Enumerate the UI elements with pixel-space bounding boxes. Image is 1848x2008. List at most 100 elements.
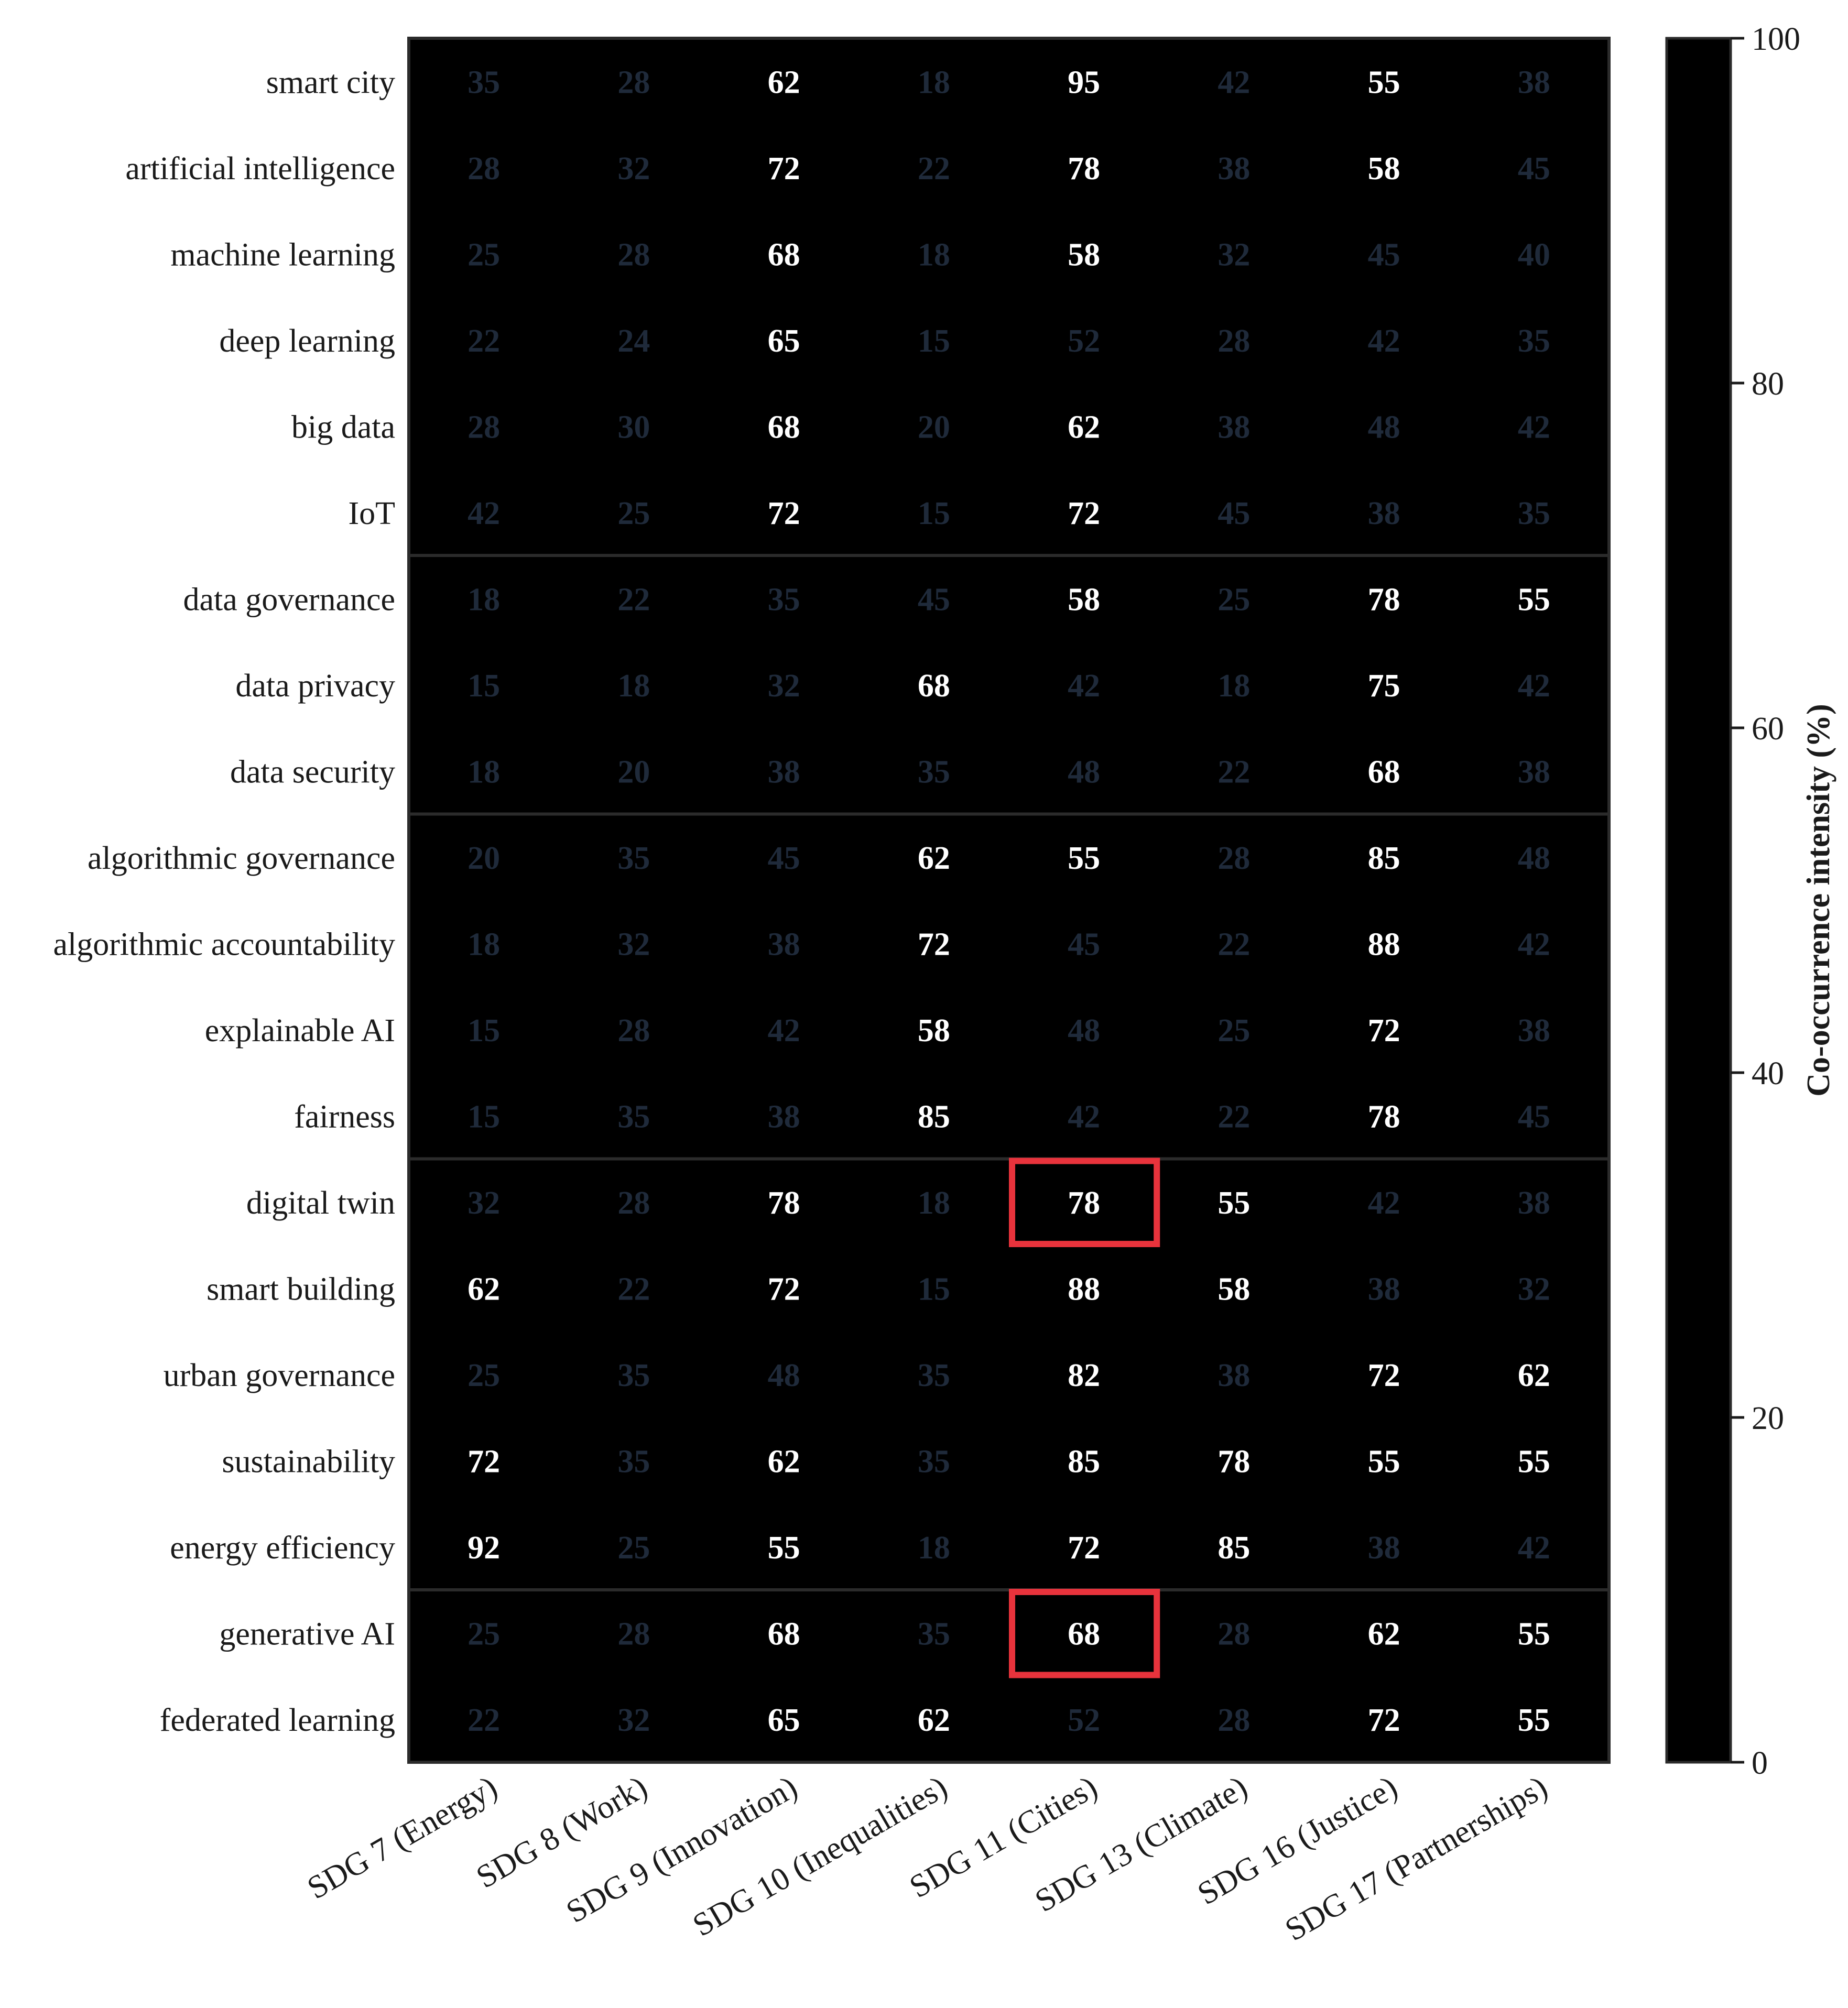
cell-value-label: 25: [468, 237, 500, 272]
heatmap-cell: [1009, 297, 1159, 384]
heatmap-cell: [409, 1245, 559, 1332]
cell-value-label: 62: [1368, 1616, 1400, 1652]
cell-value-label: 38: [768, 754, 800, 790]
cell-value-label: 25: [1217, 582, 1250, 617]
cell-value-label: 55: [768, 1530, 800, 1566]
y-tick-label: deep learning: [219, 323, 395, 359]
cell-value-label: 62: [768, 64, 800, 100]
cell-value-label: 32: [617, 1703, 650, 1738]
heatmap-cell: [1459, 1331, 1610, 1418]
cell-value-label: 42: [1368, 323, 1400, 359]
cell-value-label: 58: [1217, 1271, 1250, 1307]
cell-value-label: 85: [918, 1099, 950, 1134]
heatmap-cell: [858, 124, 1009, 211]
cell-value-label: 20: [918, 409, 950, 445]
cell-value-label: 28: [1217, 323, 1250, 359]
cell-value-label: 68: [1068, 1616, 1100, 1652]
heatmap-cell: [1159, 38, 1310, 125]
cell-value-label: 28: [1217, 1703, 1250, 1738]
heatmap-cell: [1009, 986, 1159, 1073]
cell-value-label: 55: [1368, 1444, 1400, 1479]
heatmap-cell: [858, 1245, 1009, 1332]
heatmap-cell: [1009, 1245, 1159, 1332]
cell-value-label: 85: [1068, 1444, 1100, 1479]
cell-value-label: 58: [1068, 582, 1100, 617]
cell-value-label: 72: [1368, 1703, 1400, 1738]
heatmap-cell: [409, 1417, 559, 1504]
heatmap-cell: [1159, 1417, 1310, 1504]
heatmap-cell: [559, 1159, 710, 1246]
cell-value-label: 30: [617, 409, 650, 445]
cell-value-label: 62: [1518, 1358, 1550, 1393]
cell-value-label: 38: [1217, 1358, 1250, 1393]
y-tick-label: explainable AI: [205, 1013, 395, 1049]
cell-value-label: 35: [617, 1099, 650, 1134]
heatmap-cell: [559, 900, 710, 987]
colorbar-tick-label: 100: [1752, 21, 1800, 57]
highlight-box: [1009, 1158, 1160, 1247]
cell-value-label: 18: [617, 668, 650, 704]
cell-value-label: 35: [918, 1616, 950, 1652]
heatmap-cell: [1459, 211, 1610, 298]
cell-value-label: 32: [617, 151, 650, 187]
cell-value-label: 40: [1518, 237, 1550, 272]
heatmap-cell: [1159, 124, 1310, 211]
cell-value-label: 15: [918, 496, 950, 531]
heatmap-cell: [709, 641, 860, 728]
heatmap-cell: [709, 383, 860, 470]
cell-value-label: 78: [1068, 151, 1100, 187]
heatmap-cell: [409, 297, 559, 384]
cell-value-label: 42: [1217, 64, 1250, 100]
cell-value-label: 78: [1217, 1444, 1250, 1479]
y-tick-label: sustainability: [222, 1444, 395, 1479]
cell-value-label: 25: [617, 1530, 650, 1566]
cell-value-label: 72: [1368, 1013, 1400, 1049]
heatmap-cell: [1309, 1590, 1460, 1677]
heatmap-cell: [709, 469, 860, 556]
heatmap-cell: [709, 1073, 860, 1160]
cell-value-label: 55: [1518, 1616, 1550, 1652]
cell-value-label: 58: [1068, 237, 1100, 272]
cell-value-label: 72: [468, 1444, 500, 1479]
cell-value-label: 95: [1068, 64, 1100, 100]
y-tick-label: digital twin: [246, 1185, 395, 1221]
cell-value-label: 35: [918, 1444, 950, 1479]
heatmap-cell: [858, 1073, 1009, 1160]
cell-value-label: 52: [1068, 323, 1100, 359]
heatmap-cell: [559, 469, 710, 556]
heatmap-cell: [559, 1245, 710, 1332]
cell-value-label: 28: [1217, 1616, 1250, 1652]
cell-value-label: 18: [918, 64, 950, 100]
cell-value-label: 25: [468, 1616, 500, 1652]
cell-value-label: 15: [918, 323, 950, 359]
cell-value-label: 38: [1368, 496, 1400, 531]
heatmap-cell: [409, 469, 559, 556]
heatmap-cell: [559, 728, 710, 815]
cell-value-label: 32: [768, 668, 800, 704]
cell-value-label: 18: [468, 926, 500, 962]
cell-value-label: 45: [1217, 496, 1250, 531]
heatmap-cell: [1459, 1159, 1610, 1246]
heatmap-cell: [1459, 1245, 1610, 1332]
heatmap-cell: [1009, 728, 1159, 815]
heatmap-cell: [559, 814, 710, 901]
heatmap-cell: [858, 900, 1009, 987]
heatmap-cell: [1009, 469, 1159, 556]
cell-value-label: 24: [617, 323, 650, 359]
cell-value-label: 18: [918, 1530, 950, 1566]
heatmap-cell: [1009, 1073, 1159, 1160]
cell-value-label: 45: [1518, 151, 1550, 187]
cell-value-label: 35: [1518, 496, 1550, 531]
y-tick-label: fairness: [294, 1099, 395, 1134]
x-tick-label: SDG 10 (Inequalities): [687, 1769, 953, 1944]
heatmap-cell: [559, 986, 710, 1073]
heatmap-cell: [1009, 124, 1159, 211]
heatmap-cell: [709, 1417, 860, 1504]
heatmap-cell: [1459, 297, 1610, 384]
heatmap-cell: [409, 728, 559, 815]
heatmap-cell: [1309, 986, 1460, 1073]
heatmap-cell: [559, 1331, 710, 1418]
heatmap-cell: [1159, 1159, 1310, 1246]
